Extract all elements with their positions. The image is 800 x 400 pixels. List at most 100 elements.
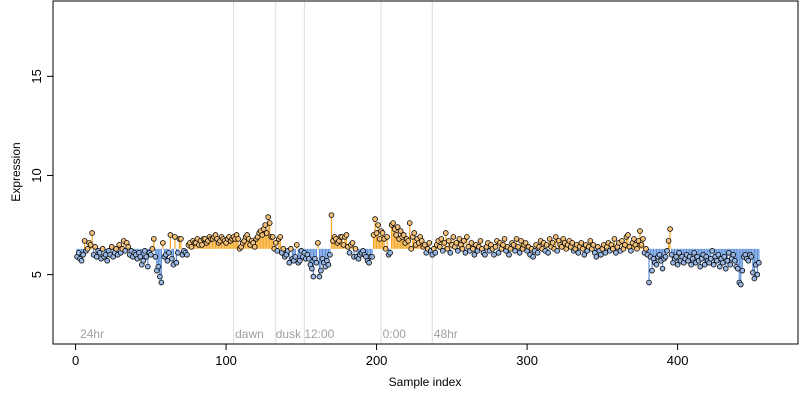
data-point (725, 249, 732, 256)
data-point (81, 238, 88, 244)
data-point (628, 248, 634, 254)
data-point (713, 257, 720, 264)
annotation-label: 48hr (434, 327, 458, 341)
data-point (569, 240, 576, 246)
data-point (534, 249, 541, 256)
data-point (310, 273, 317, 280)
data-point (343, 232, 350, 238)
data-point (406, 220, 413, 226)
data-point (441, 240, 448, 246)
data-point (611, 236, 618, 242)
data-point (158, 279, 165, 286)
data-point (722, 265, 729, 272)
annotation-label: 24hr (80, 327, 104, 341)
data-point (443, 230, 449, 236)
data-point (554, 248, 560, 254)
data-point (151, 236, 157, 242)
data-point (352, 246, 359, 252)
data-point (756, 259, 762, 266)
data-point (470, 246, 476, 252)
data-point (269, 234, 276, 240)
data-point (715, 251, 722, 258)
data-point (172, 234, 178, 240)
data-point (313, 259, 320, 266)
data-point (515, 244, 521, 250)
data-point (408, 246, 415, 252)
data-point (558, 244, 565, 250)
data-point (426, 240, 433, 246)
data-point (738, 281, 744, 288)
data-point (689, 255, 696, 262)
data-point (400, 232, 407, 238)
x-tick-label: 200 (366, 353, 388, 368)
data-point (376, 236, 383, 242)
data-point (75, 249, 82, 256)
data-point (440, 248, 446, 254)
annotation-label: 0:00 (383, 327, 407, 341)
data-point (665, 238, 672, 244)
data-point (274, 248, 281, 254)
data-point (491, 251, 497, 258)
data-point (99, 246, 106, 252)
data-point (530, 253, 536, 260)
data-point (468, 240, 475, 246)
data-point (372, 216, 378, 222)
data-point (716, 263, 723, 270)
data-point (697, 263, 703, 270)
data-point (108, 244, 115, 250)
data-point (748, 253, 755, 260)
data-point (306, 255, 312, 262)
data-point (662, 253, 669, 260)
data-point (622, 242, 628, 248)
data-point (387, 249, 393, 256)
data-point (421, 242, 428, 248)
data-point (375, 222, 381, 228)
data-point (513, 236, 520, 242)
data-point (575, 249, 582, 256)
data-point (461, 238, 467, 244)
data-point (266, 220, 273, 226)
data-point (369, 253, 375, 260)
data-point (518, 238, 524, 244)
data-point (581, 251, 588, 258)
data-point (613, 249, 619, 256)
y-tick-label: 5 (29, 271, 44, 278)
annotation-label: dusk (276, 327, 302, 341)
data-point (619, 238, 625, 244)
data-point (93, 253, 100, 260)
plot-frame (52, 0, 799, 345)
data-point (160, 240, 166, 246)
data-point (164, 257, 171, 264)
data-point (546, 236, 553, 242)
data-point (545, 249, 551, 256)
data-point (142, 248, 148, 254)
deviation-segments (76, 215, 760, 285)
data-point (316, 273, 323, 280)
data-points (74, 212, 762, 288)
data-point (152, 253, 159, 260)
data-point (169, 255, 175, 262)
data-point (393, 232, 399, 238)
annotation-label: 12:00 (304, 327, 334, 341)
data-point (471, 251, 478, 258)
data-point (522, 240, 529, 246)
data-point (477, 238, 484, 244)
data-point (145, 263, 151, 270)
data-point (730, 251, 737, 258)
x-axis-title: Sample index (389, 375, 462, 389)
data-point (701, 261, 708, 268)
data-point (173, 259, 180, 266)
time-annotations: 24hr dawn dusk 12:00 0:00 48hr (80, 327, 458, 341)
data-point (446, 238, 452, 244)
time-marker-lines (233, 1, 433, 344)
data-point (464, 234, 470, 240)
y-tick-label: 10 (29, 168, 44, 182)
data-point (188, 244, 195, 250)
data-point (89, 230, 95, 236)
data-point (751, 275, 758, 282)
data-point (373, 230, 380, 236)
data-point (516, 249, 523, 256)
y-axis-title: Expression (9, 142, 23, 201)
data-point (543, 242, 550, 248)
